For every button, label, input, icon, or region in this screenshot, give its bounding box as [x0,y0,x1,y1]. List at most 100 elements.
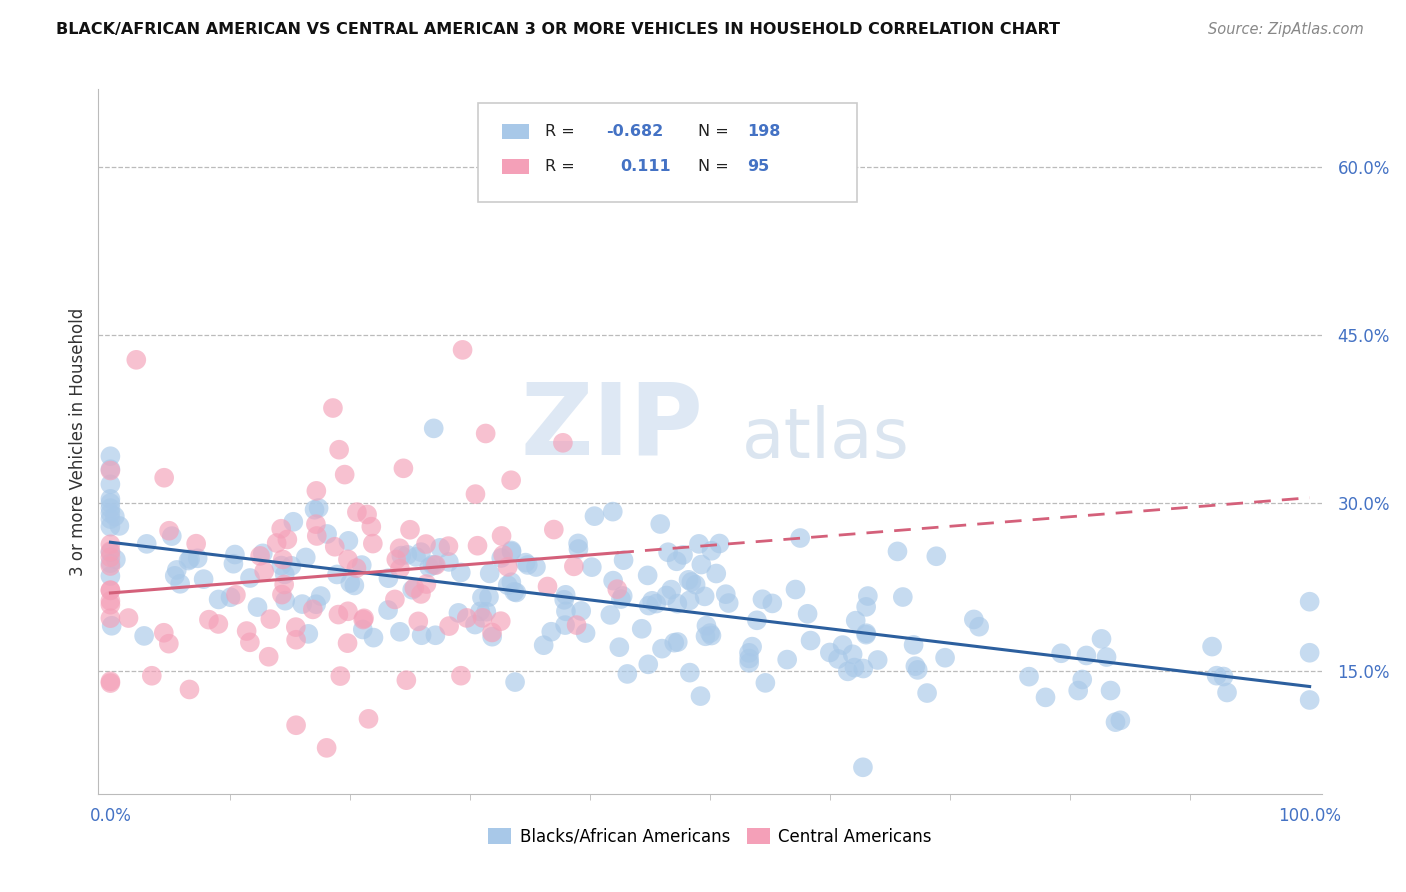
Point [471,611,494,625]
Point [422,558,444,572]
Point [179,552,201,566]
Point [1216,685,1239,699]
Point [377,571,399,585]
Point [1071,673,1094,687]
Point [761,596,783,610]
Point [717,596,740,610]
Point [305,517,328,532]
Point [699,626,721,640]
Point [574,626,596,640]
Point [100,550,122,565]
Point [645,597,668,611]
Point [422,421,444,435]
Point [100,611,122,625]
Point [157,637,180,651]
Point [108,519,131,533]
Text: BLACK/AFRICAN AMERICAN VS CENTRAL AMERICAN 3 OR MORE VEHICLES IN HOUSEHOLD CORRE: BLACK/AFRICAN AMERICAN VS CENTRAL AMERIC… [56,22,1060,37]
Point [309,589,332,603]
Text: -0.682: -0.682 [606,124,664,139]
Point [100,537,122,551]
Point [501,473,523,487]
Point [855,599,877,614]
Point [356,508,378,522]
Point [700,543,723,558]
Point [569,604,592,618]
Point [666,597,689,611]
Point [481,630,503,644]
Point [891,590,914,604]
Point [1076,648,1098,663]
Point [785,582,807,597]
Point [637,568,659,582]
Point [134,629,156,643]
Point [423,558,446,572]
Point [505,585,527,599]
Point [659,582,682,597]
Point [253,564,276,578]
Point [100,519,122,533]
Point [100,676,122,690]
Point [1099,683,1122,698]
Point [474,426,496,441]
Point [346,561,368,575]
Point [610,592,633,607]
Point [100,556,122,570]
Point [352,623,374,637]
Point [754,676,776,690]
Point [789,531,811,545]
Point [963,612,986,626]
Point [284,620,307,634]
FancyBboxPatch shape [478,103,856,202]
FancyBboxPatch shape [502,159,529,175]
Point [100,544,122,558]
Point [1201,640,1223,654]
Point [637,599,659,613]
Point [274,593,297,607]
Point [607,640,630,655]
Point [540,624,562,639]
Point [738,646,761,660]
Point [333,467,356,482]
Point [409,587,432,601]
Point [100,583,122,598]
Point [616,667,638,681]
Text: 198: 198 [747,124,780,139]
Point [328,442,350,457]
Point [565,618,588,632]
Point [562,559,585,574]
Legend: Blacks/African Americans, Central Americans: Blacks/African Americans, Central Americ… [481,822,939,853]
Point [704,566,727,581]
Point [831,638,853,652]
Point [641,594,664,608]
Point [475,605,498,619]
Point [187,551,209,566]
Point [100,501,122,516]
Point [388,562,411,576]
Point [551,435,574,450]
Point [257,649,280,664]
Point [135,537,157,551]
Point [160,529,183,543]
Point [125,352,148,367]
Point [630,622,652,636]
Point [274,567,297,582]
Point [437,619,460,633]
Point [886,544,908,558]
Point [489,551,512,566]
Point [323,540,346,554]
Text: Source: ZipAtlas.com: Source: ZipAtlas.com [1208,22,1364,37]
Point [100,598,122,612]
Point [904,659,927,673]
Point [665,554,688,568]
Text: 0.111: 0.111 [620,159,671,174]
Point [450,669,472,683]
Point [270,522,292,536]
Point [280,558,302,573]
Point [602,505,624,519]
Point [104,509,127,524]
Point [336,604,359,618]
Point [1298,595,1320,609]
Point [1035,690,1057,705]
Point [657,545,679,559]
Point [536,580,558,594]
